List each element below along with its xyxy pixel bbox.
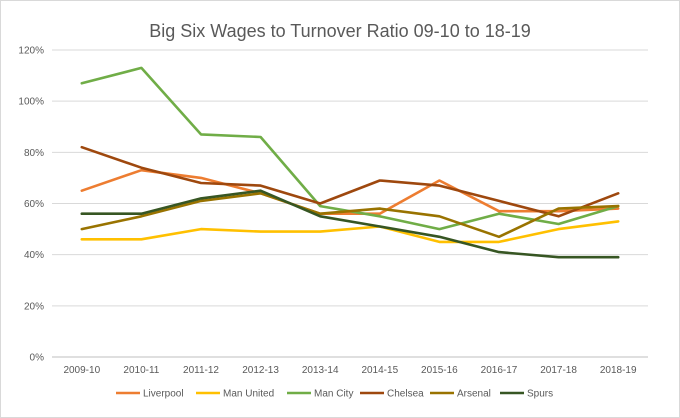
legend: Liverpool Man United Man City Chelsea Arsena…: [116, 389, 553, 400]
y-tick-label: 80%: [24, 148, 44, 159]
y-tick-label: 60%: [24, 199, 44, 210]
legend-label: Liverpool: [143, 389, 184, 400]
y-tick-label: 120%: [18, 46, 44, 57]
series-line-spurs: [80, 189, 620, 259]
x-tick-label: 2018-19: [600, 365, 637, 376]
x-tick-label: 2011-12: [183, 365, 219, 376]
x-axis-ticks: 2009-10 2010-11 2011-12 2012-13 2013-14 2014-…: [63, 365, 637, 376]
y-axis-ticks: 0% 20% 40% 60% 80% 100% 120%: [18, 46, 44, 364]
x-tick-label: 2014-15: [361, 365, 398, 376]
series-line-arsenal: [80, 192, 620, 239]
y-tick-label: 20%: [24, 301, 44, 312]
x-tick-label: 2012-13: [242, 365, 279, 376]
chart-title: Big Six Wages to Turnover Ratio 09-10 to…: [149, 21, 531, 41]
x-tick-label: 2016-17: [481, 365, 518, 376]
legend-label: Man United: [223, 389, 274, 400]
y-tick-label: 0%: [30, 353, 45, 364]
legend-label: Spurs: [527, 389, 553, 400]
x-tick-label: 2009-10: [63, 365, 100, 376]
series-lines: [80, 66, 620, 259]
legend-label: Man City: [314, 389, 353, 400]
legend-label: Chelsea: [387, 389, 424, 400]
x-tick-label: 2010-11: [123, 365, 159, 376]
gridlines: [52, 49, 648, 307]
x-tick-label: 2015-16: [421, 365, 458, 376]
legend-label: Arsenal: [457, 389, 491, 400]
series-line-man-united: [80, 220, 620, 244]
x-tick-label: 2017-18: [540, 365, 577, 376]
y-tick-label: 100%: [18, 97, 44, 108]
y-tick-label: 40%: [24, 250, 44, 261]
x-tick-label: 2013-14: [302, 365, 339, 376]
series-line-chelsea: [80, 145, 620, 218]
series-line-man-city: [80, 66, 620, 231]
